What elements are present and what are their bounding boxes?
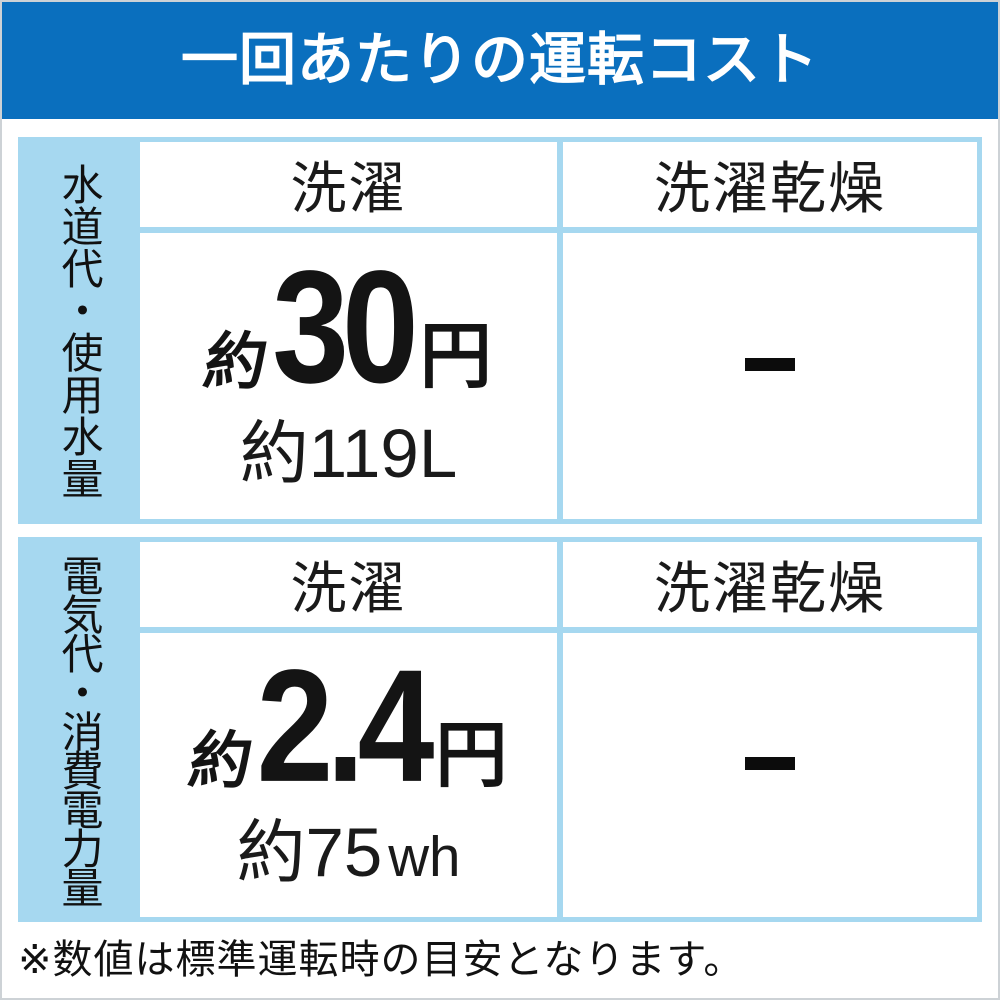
title-bar: 一回あたりの運転コスト xyxy=(2,2,998,119)
column-header-wash: 洗濯 xyxy=(140,142,557,227)
water-wash-value-cell: 約30 円 約119L xyxy=(140,233,557,519)
electricity-cost-cells: 洗濯 洗濯乾燥 約2.4 円 約75 wh xyxy=(140,537,982,922)
water-usage-sub-value: 約119L xyxy=(240,419,457,488)
water-cost-section: 水道代・使用水量 洗濯 洗濯乾燥 約30 円 約119L xyxy=(18,137,982,524)
approx-prefix: 約 xyxy=(236,813,306,891)
yen-unit: 円 xyxy=(419,316,492,397)
row-label-water-text: 水道代・使用水量 xyxy=(56,162,103,499)
yen-unit: 円 xyxy=(435,715,508,796)
footnote: ※数値は標準運転時の目安となります。 xyxy=(18,938,745,982)
electricity-cost-section: 電気代・消費電力量 洗濯 洗濯乾燥 約2.4 円 約75 wh xyxy=(18,537,982,922)
no-value-dash xyxy=(745,357,795,371)
power-usage-number: 75 xyxy=(305,813,383,891)
water-cost-big-value: 約30 円 xyxy=(200,247,492,407)
approx-prefix: 約 xyxy=(183,726,257,796)
electricity-cost-big-value: 約2.4 円 xyxy=(184,646,508,806)
row-label-water: 水道代・使用水量 xyxy=(18,137,140,524)
column-header-wash-dry: 洗濯乾燥 xyxy=(563,142,977,227)
page-title: 一回あたりの運転コスト xyxy=(181,28,819,92)
water-usage-number: 119 xyxy=(308,414,419,492)
electric-wash-value-cell: 約2.4 円 約75 wh xyxy=(140,633,557,917)
water-cost-cells: 洗濯 洗濯乾燥 約30 円 約119L xyxy=(140,137,982,524)
wh-unit: wh xyxy=(388,824,461,888)
water-wash-dry-value-cell xyxy=(563,233,977,519)
row-label-electric-text: 電気代・消費電力量 xyxy=(56,554,103,905)
column-header-wash: 洗濯 xyxy=(140,542,557,627)
column-header-wash-dry: 洗濯乾燥 xyxy=(563,542,977,627)
approx-prefix: 約 xyxy=(239,414,309,492)
water-cost-number: 30 xyxy=(272,237,418,417)
approx-prefix: 約 xyxy=(199,327,273,397)
liter-unit: L xyxy=(418,414,458,492)
electricity-cost-number: 2.4 xyxy=(256,636,435,816)
no-value-dash xyxy=(745,756,795,770)
electric-wash-dry-value-cell xyxy=(563,633,977,917)
power-usage-sub-value: 約75 wh xyxy=(236,818,460,887)
row-label-electric: 電気代・消費電力量 xyxy=(18,537,140,922)
